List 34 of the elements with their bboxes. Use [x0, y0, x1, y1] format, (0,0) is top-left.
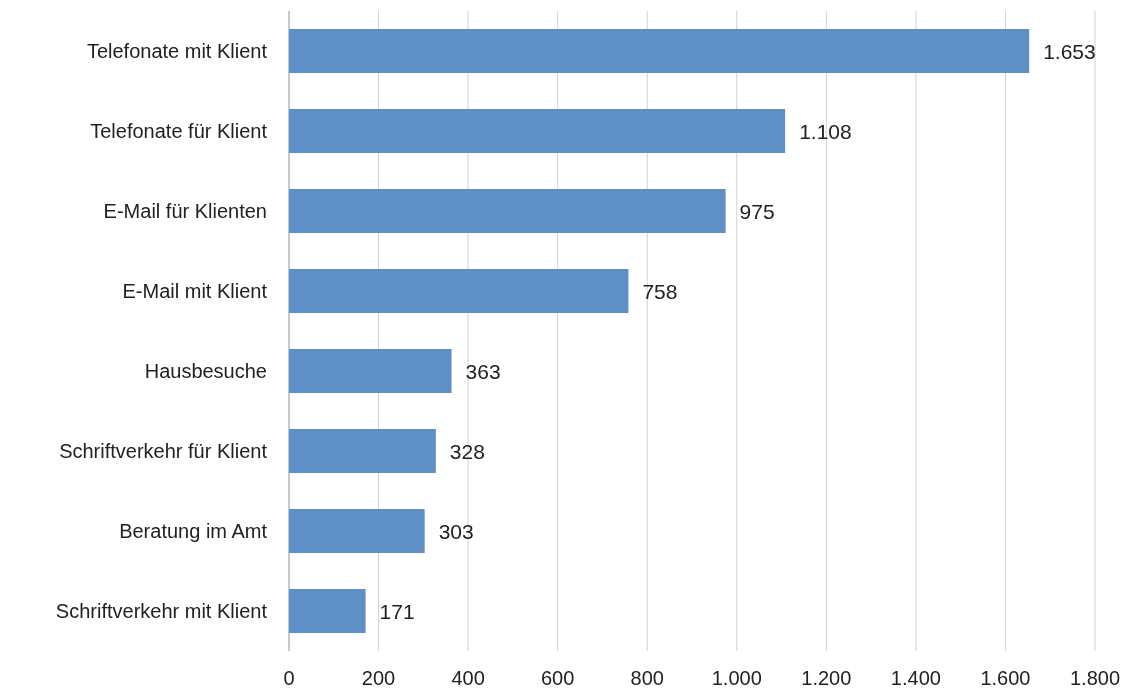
y-tick-label: Schriftverkehr mit Klient — [55, 600, 268, 622]
x-tick-label: 1.600 — [980, 667, 1031, 689]
data-label: 363 — [465, 359, 501, 383]
x-tick-label: 200 — [361, 667, 396, 689]
bar — [289, 589, 366, 633]
y-tick-label: Beratung im Amt — [119, 520, 268, 542]
bar — [289, 189, 726, 233]
y-tick-label: E-Mail für Klienten — [103, 200, 267, 222]
bar — [289, 269, 629, 313]
y-tick-label: Telefonate mit Klient — [86, 40, 268, 62]
y-tick-label: Hausbesuche — [144, 360, 267, 382]
bar — [289, 349, 452, 393]
data-label: 1.653 — [1043, 39, 1096, 63]
bar — [289, 109, 786, 153]
bar — [289, 29, 1030, 73]
bar — [289, 429, 436, 473]
y-tick-label: E-Mail mit Klient — [122, 280, 268, 302]
data-label: 171 — [379, 599, 415, 623]
data-label: 758 — [642, 279, 678, 303]
data-label: 1.108 — [799, 119, 852, 143]
data-label: 328 — [449, 439, 485, 463]
x-tick-label: 800 — [630, 667, 664, 689]
x-tick-label: 400 — [451, 667, 485, 689]
data-label: 303 — [438, 519, 474, 543]
x-tick-label: 1.000 — [711, 667, 762, 689]
x-tick-label: 0 — [283, 667, 295, 689]
y-tick-label: Schriftverkehr für Klient — [59, 440, 268, 462]
y-tick-label: Telefonate für Klient — [90, 120, 268, 142]
x-tick-label: 1.800 — [1069, 667, 1121, 689]
bar — [289, 509, 425, 553]
x-tick-label: 1.400 — [890, 667, 941, 689]
x-tick-label: 600 — [540, 667, 575, 689]
x-tick-label: 1.200 — [801, 667, 852, 689]
data-label: 975 — [739, 199, 775, 223]
